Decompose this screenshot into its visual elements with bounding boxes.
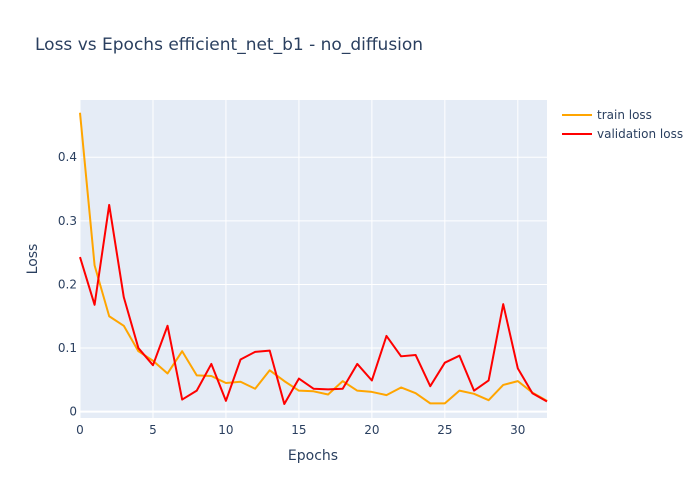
y-tick-label: 0.3 bbox=[58, 214, 77, 228]
y-tick-label: 0.1 bbox=[58, 341, 77, 355]
y-tick-label: 0.2 bbox=[58, 277, 77, 291]
series-line-validation-loss bbox=[79, 203, 548, 406]
legend-label: train loss bbox=[597, 108, 652, 122]
legend-label: validation loss bbox=[597, 127, 683, 141]
legend-item-train-loss[interactable]: train loss bbox=[562, 108, 652, 122]
x-tick-label: 0 bbox=[76, 423, 84, 437]
chart-title: Loss vs Epochs efficient_net_b1 - no_dif… bbox=[35, 35, 423, 55]
x-tick-label: 25 bbox=[437, 423, 452, 437]
x-tick-label: 15 bbox=[291, 423, 306, 437]
x-tick-label: 20 bbox=[364, 423, 379, 437]
tick-labels: 0 5 10 15 20 25 30 0 0.1 0.2 0.3 0.4 bbox=[58, 150, 526, 437]
y-axis-title: Loss bbox=[25, 244, 41, 275]
x-tick-label: 30 bbox=[510, 423, 525, 437]
plot-area bbox=[80, 100, 547, 418]
series-layer bbox=[79, 112, 548, 406]
y-tick-label: 0 bbox=[69, 405, 77, 419]
x-tick-label: 5 bbox=[149, 423, 157, 437]
series-line-train-loss bbox=[79, 112, 548, 405]
legend-item-validation-loss[interactable]: validation loss bbox=[562, 127, 683, 141]
grid-lines bbox=[79, 100, 547, 418]
x-tick-label: 10 bbox=[218, 423, 233, 437]
legend[interactable]: train loss validation loss bbox=[562, 108, 683, 141]
y-tick-label: 0.4 bbox=[58, 150, 77, 164]
x-axis-title: Epochs bbox=[288, 448, 338, 464]
